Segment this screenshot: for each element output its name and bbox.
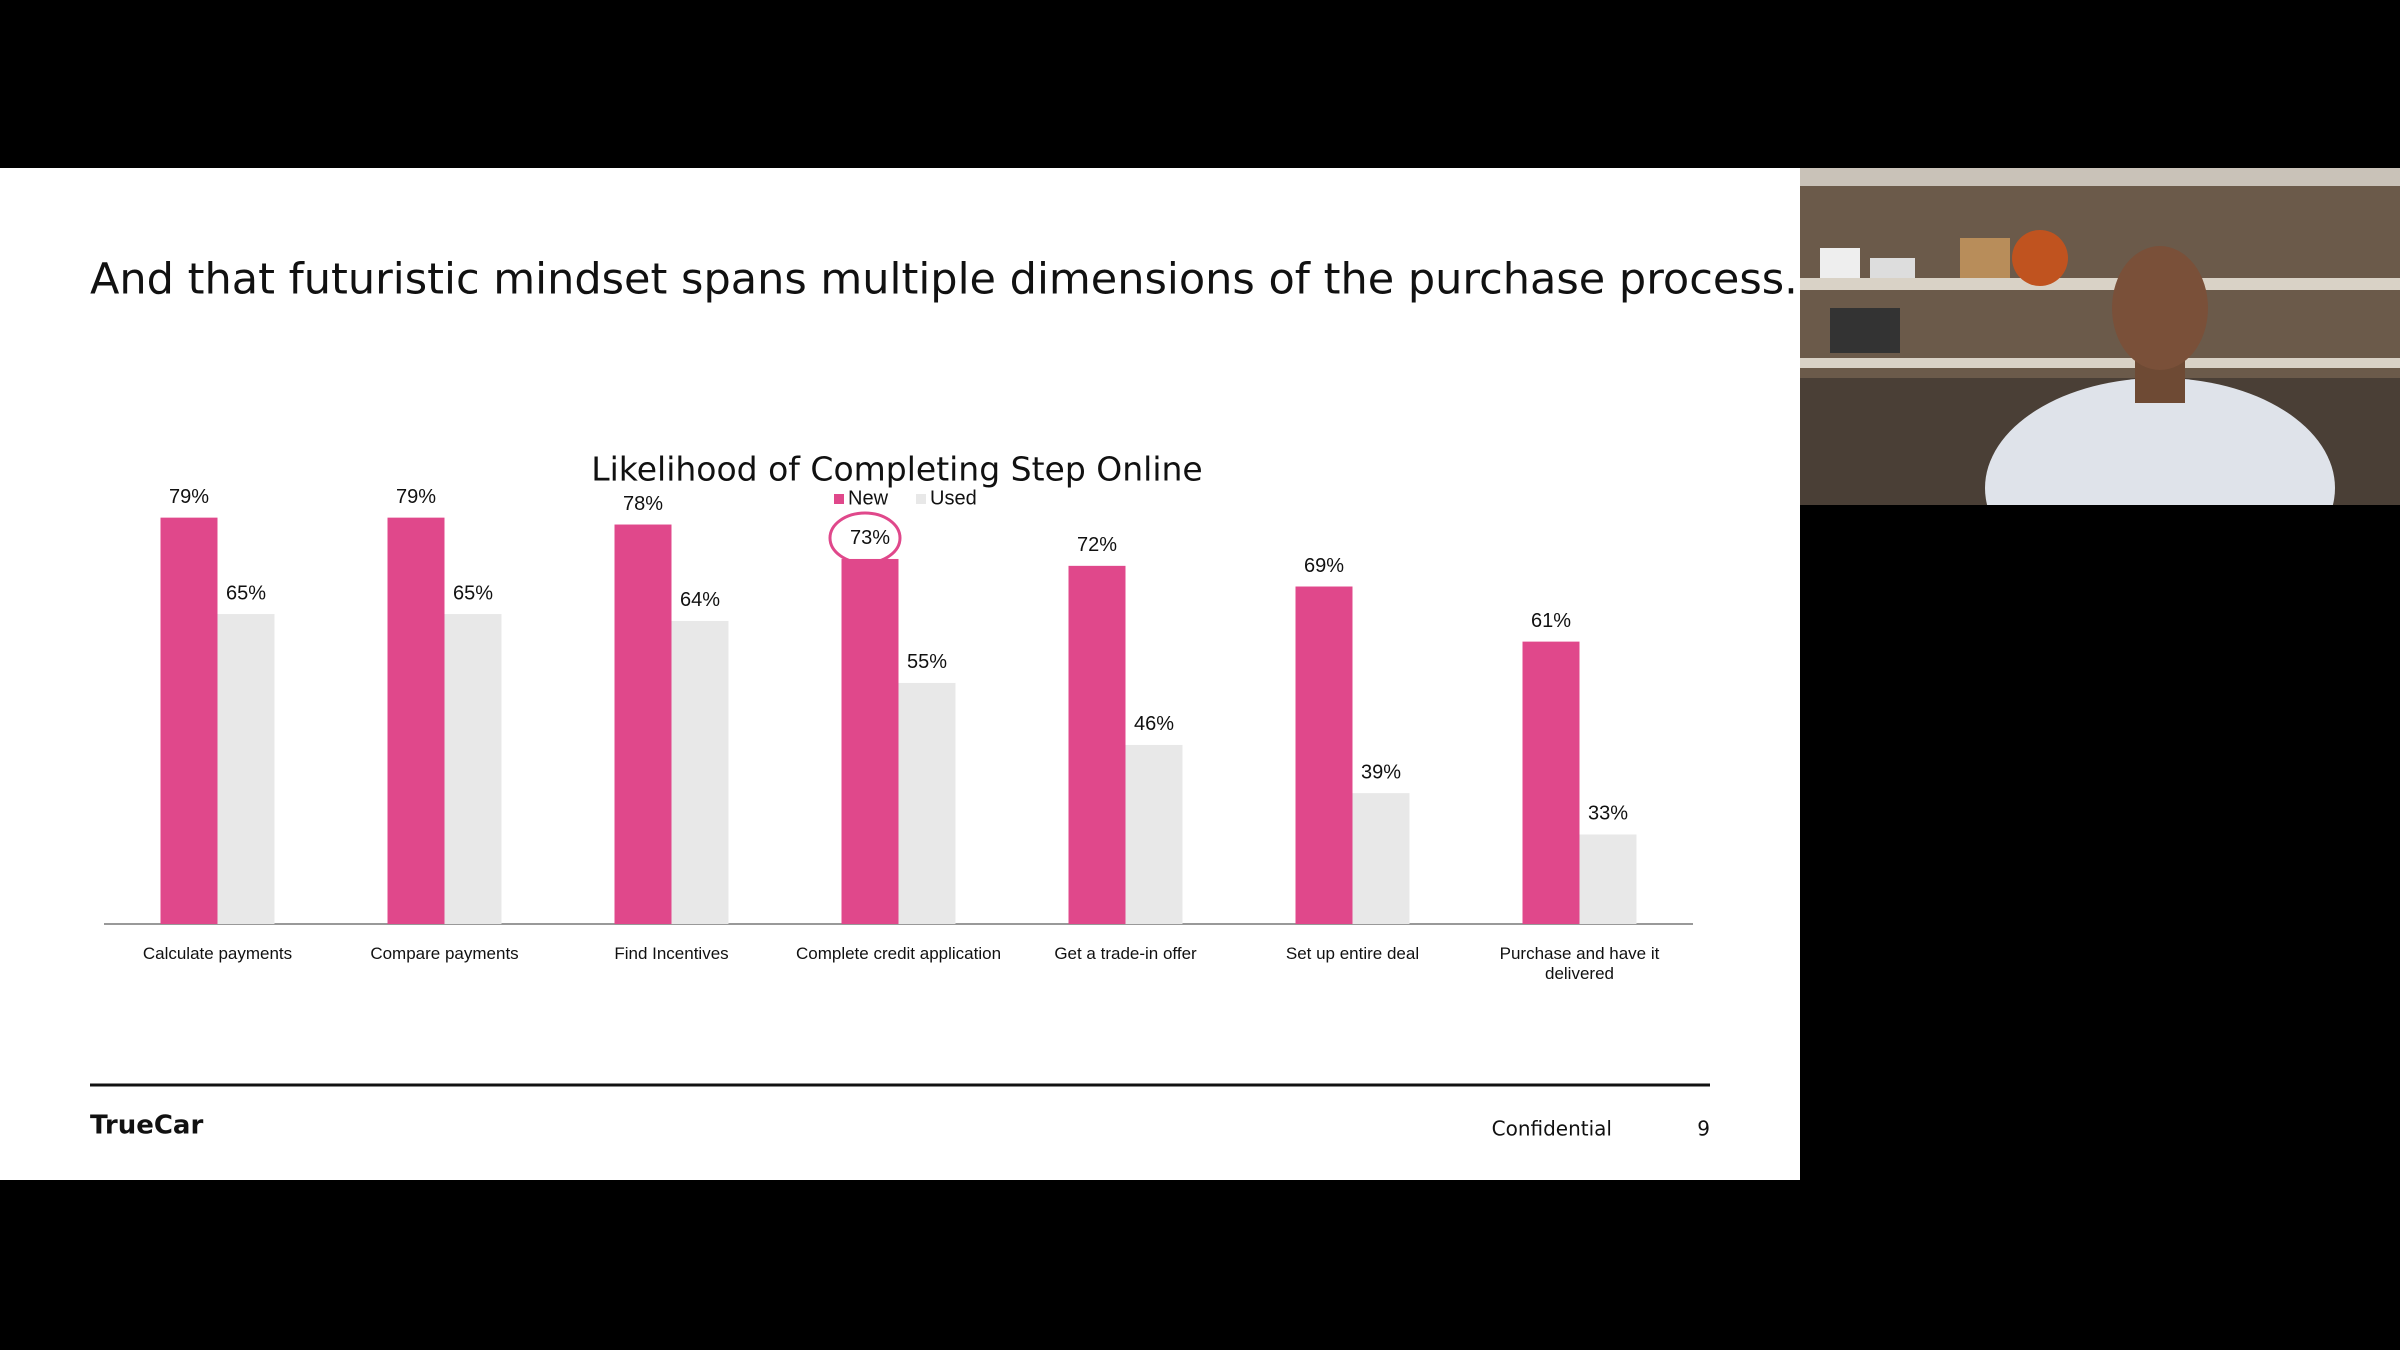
data-label: 79%: [169, 486, 209, 508]
x-tick-label: Find Incentives: [614, 944, 729, 963]
bar: [1522, 641, 1580, 924]
bar: [1295, 586, 1353, 924]
legend-swatch: [834, 494, 844, 504]
footer-text: Confidential: [1492, 1117, 1612, 1141]
bar: [160, 517, 218, 924]
chart-title: Likelihood of Completing Step Online: [591, 450, 1202, 489]
logo: TrueCar: [90, 1111, 203, 1141]
bar: [1352, 793, 1410, 924]
page-number: 9: [1697, 1117, 1710, 1141]
slide-title: And that futuristic mindset spans multip…: [90, 255, 1798, 305]
bar: [898, 682, 956, 924]
data-label: 33%: [1588, 803, 1628, 825]
data-label: 39%: [1361, 761, 1401, 783]
data-label: 69%: [1304, 555, 1344, 577]
data-label: 78%: [623, 493, 663, 515]
bar: [671, 620, 729, 924]
legend-label: Used: [930, 487, 977, 509]
bar: [841, 558, 899, 924]
data-label: 65%: [226, 582, 266, 604]
data-label: 73%: [850, 527, 890, 549]
bar: [1579, 834, 1637, 924]
x-tick-label: Compare payments: [370, 944, 519, 963]
data-label: 46%: [1134, 713, 1174, 735]
data-label: 55%: [907, 651, 947, 673]
x-tick-label: Complete credit application: [795, 944, 1002, 963]
x-tick-label: Get a trade-in offer: [1054, 944, 1197, 963]
data-label: 61%: [1531, 610, 1571, 632]
x-tick-label: Calculate payments: [142, 944, 293, 963]
data-label: 72%: [1077, 534, 1117, 556]
bar: [217, 614, 275, 924]
chart: And that futuristic mindset spans multip…: [90, 255, 1798, 1141]
data-label: 64%: [680, 589, 720, 611]
data-label: 65%: [453, 582, 493, 604]
data-label: 79%: [396, 486, 436, 508]
bar: [444, 614, 502, 924]
x-tick-label: Purchase and have it delivered: [1499, 944, 1660, 983]
x-tick-label: Set up entire deal: [1285, 944, 1420, 963]
bar: [614, 524, 672, 924]
webcam-feed: [1800, 168, 2400, 505]
bar: [1068, 565, 1126, 924]
bar: [387, 517, 445, 924]
bar: [1125, 744, 1183, 924]
legend-swatch: [916, 494, 926, 504]
legend-label: New: [848, 487, 889, 509]
slide: And that futuristic mindset spans multip…: [0, 168, 1800, 1180]
